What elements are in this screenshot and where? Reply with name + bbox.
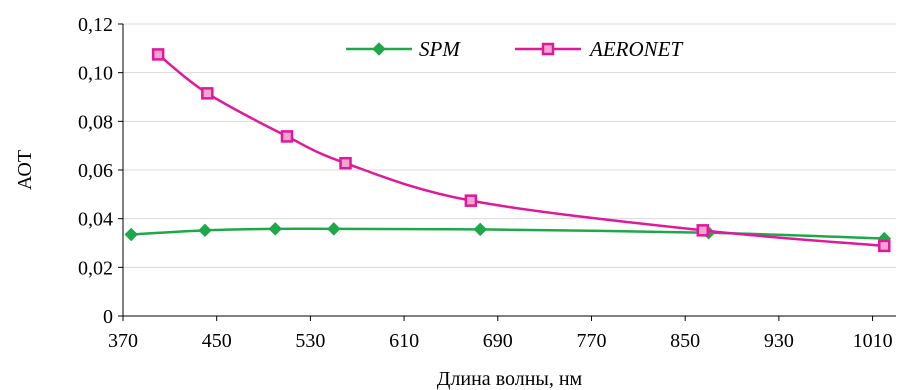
legend-item-spm: SPM bbox=[346, 37, 461, 61]
data-point-spm bbox=[198, 223, 212, 238]
x-tick-label: 690 bbox=[483, 330, 513, 352]
legend-item-aeronet: AERONET bbox=[515, 37, 683, 61]
y-tick-label: 0,12 bbox=[78, 14, 113, 36]
legend-label-aeronet: AERONET bbox=[588, 37, 683, 61]
series-line-aeronet bbox=[157, 53, 885, 248]
series-aeronet bbox=[151, 48, 891, 253]
axes: 0 0,02 0,04 0,06 0,08 0,10 0,12 370 450 530 610 690… bbox=[78, 14, 896, 352]
legend-label-spm: SPM bbox=[419, 37, 461, 61]
y-tick-label: 0,10 bbox=[78, 63, 113, 85]
data-point-aeronet bbox=[878, 239, 891, 253]
x-tick-label: 450 bbox=[202, 330, 232, 352]
data-point-spm bbox=[473, 222, 487, 237]
x-tick-label: 770 bbox=[576, 330, 606, 352]
data-point-spm bbox=[124, 227, 138, 242]
data-point-spm bbox=[268, 222, 282, 236]
series-layer bbox=[124, 48, 891, 253]
legend-marker-aeronet bbox=[541, 42, 555, 56]
legend-marker-spm bbox=[372, 42, 386, 56]
x-tick-label: 1010 bbox=[853, 330, 893, 352]
y-tick-label: 0,06 bbox=[78, 160, 113, 182]
data-point-aeronet bbox=[280, 130, 294, 143]
x-tick-label: 850 bbox=[670, 330, 700, 352]
y-axis-title: АОТ bbox=[14, 150, 36, 190]
x-tick-label: 370 bbox=[108, 330, 138, 352]
y-tick-label: 0 bbox=[103, 306, 113, 328]
y-tick-label: 0,08 bbox=[78, 111, 113, 133]
data-point-aeronet bbox=[696, 224, 709, 237]
x-tick-label: 530 bbox=[295, 330, 325, 352]
legend: SPM AERONET bbox=[346, 37, 683, 61]
x-tick-label: 610 bbox=[389, 330, 419, 352]
x-axis-title: Длина волны, нм bbox=[437, 368, 583, 390]
y-tick-label: 0,04 bbox=[78, 209, 113, 231]
data-point-spm bbox=[327, 222, 341, 236]
y-tick-label: 0,02 bbox=[78, 257, 113, 279]
series-spm bbox=[124, 222, 891, 246]
data-point-aeronet bbox=[464, 194, 478, 207]
data-point-aeronet bbox=[151, 48, 165, 61]
data-point-aeronet bbox=[339, 156, 352, 170]
grid bbox=[123, 23, 896, 268]
x-tick-label: 930 bbox=[764, 330, 794, 352]
data-point-aeronet bbox=[201, 87, 214, 100]
